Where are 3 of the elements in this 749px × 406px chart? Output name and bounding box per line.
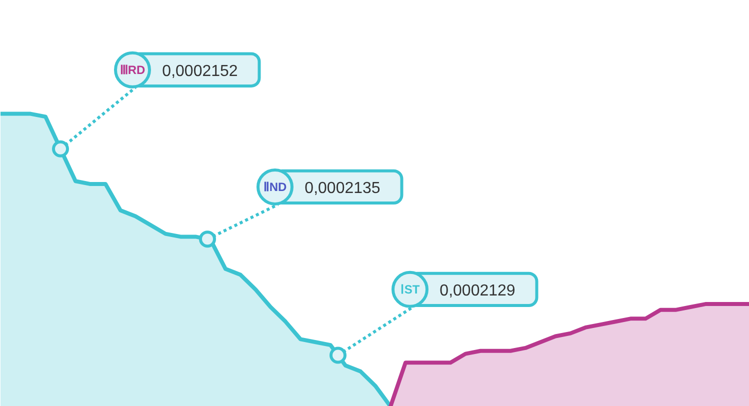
text: ⅠST 0,0002129 <box>400 282 516 300</box>
text: ⅡND 0,0002135 <box>263 180 380 197</box>
text: ⅢRD 0,0002152 <box>120 62 238 80</box>
